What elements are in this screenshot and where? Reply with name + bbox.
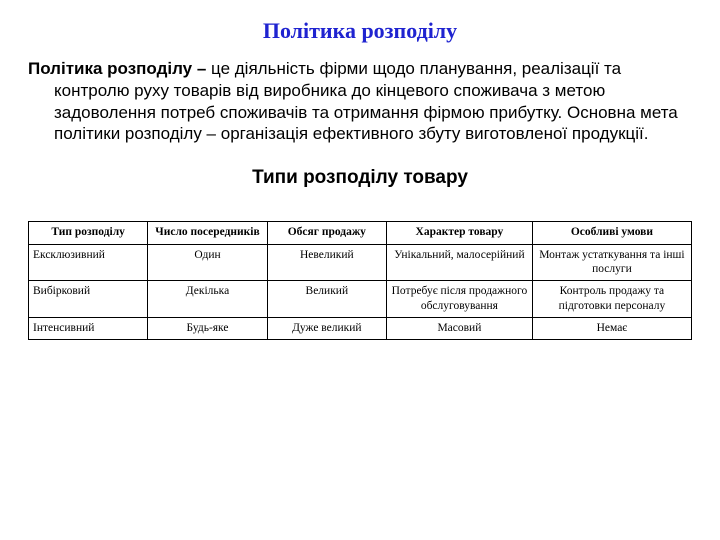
col-header: Тип розподілу	[29, 222, 148, 245]
cell: Контроль продажу та підготовки персоналу	[532, 281, 691, 318]
col-header: Особливі умови	[532, 222, 691, 245]
cell: Декілька	[148, 281, 267, 318]
cell: Будь-яке	[148, 318, 267, 340]
table-row: Інтенсивний Будь-яке Дуже великий Масови…	[29, 318, 692, 340]
table-row: Вибірковий Декілька Великий Потребує піс…	[29, 281, 692, 318]
cell: Ексклюзивний	[29, 244, 148, 281]
cell: Великий	[267, 281, 386, 318]
slide-title: Політика розподілу	[28, 18, 692, 44]
definition-paragraph: Політика розподілу – це діяльність фірми…	[28, 58, 692, 145]
cell: Невеликий	[267, 244, 386, 281]
col-header: Число посередників	[148, 222, 267, 245]
cell: Дуже великий	[267, 318, 386, 340]
cell: Унікальний, малосерійний	[386, 244, 532, 281]
cell: Вибірковий	[29, 281, 148, 318]
cell: Потребує після продажного обслуговування	[386, 281, 532, 318]
cell: Один	[148, 244, 267, 281]
table-header-row: Тип розподілу Число посередників Обсяг п…	[29, 222, 692, 245]
cell: Масовий	[386, 318, 532, 340]
col-header: Обсяг продажу	[267, 222, 386, 245]
distribution-types-table: Тип розподілу Число посередників Обсяг п…	[28, 221, 692, 340]
cell: Немає	[532, 318, 691, 340]
col-header: Характер товару	[386, 222, 532, 245]
definition-lead: Політика розподілу –	[28, 59, 206, 78]
cell: Інтенсивний	[29, 318, 148, 340]
table-heading: Типи розподілу товару	[28, 167, 692, 189]
cell: Монтаж устаткування та інші послуги	[532, 244, 691, 281]
table-row: Ексклюзивний Один Невеликий Унікальний, …	[29, 244, 692, 281]
